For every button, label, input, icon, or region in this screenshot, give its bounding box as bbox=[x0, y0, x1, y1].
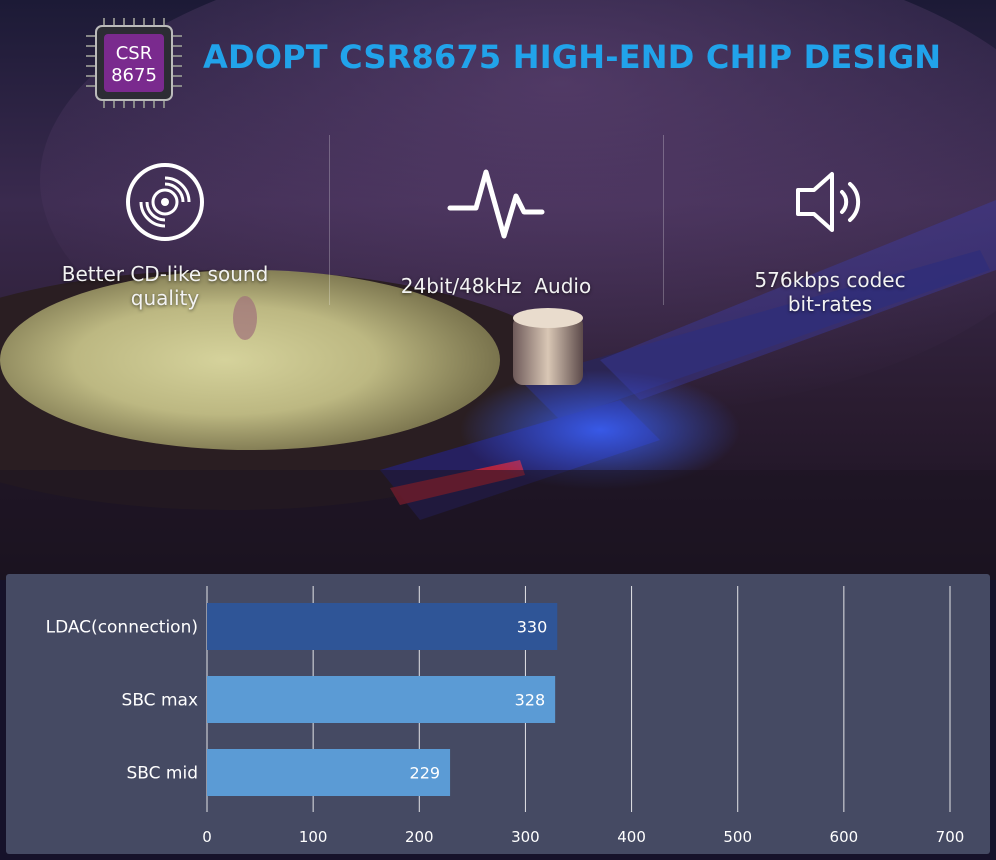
feature-label: bit-rates bbox=[787, 292, 873, 316]
x-tick-label: 100 bbox=[299, 828, 328, 846]
value-label: 229 bbox=[410, 764, 441, 783]
chip-icon: CSR 8675 bbox=[84, 14, 184, 112]
x-tick-label: 300 bbox=[511, 828, 540, 846]
turntable-photo bbox=[0, 0, 996, 580]
cd-icon bbox=[126, 163, 204, 241]
feature-divider bbox=[663, 135, 664, 305]
chip-label-csr: CSR bbox=[116, 43, 153, 64]
category-label: SBC mid bbox=[126, 764, 198, 784]
feature-divider bbox=[329, 135, 330, 305]
bitrate-chart-panel: 0 100 200 300 400 500 600 700 LDAC(connection) 33… bbox=[6, 574, 990, 854]
chip-label-model: 8675 bbox=[111, 65, 157, 86]
bar bbox=[207, 676, 556, 723]
speaker-icon bbox=[796, 172, 861, 232]
header: CSR 8675 ADOPT CSR8675 HIGH-END CHIP DES… bbox=[0, 0, 996, 120]
value-label: 328 bbox=[515, 691, 546, 710]
feature-label: 24bit/48kHz Audio bbox=[400, 274, 592, 298]
turntable-background: CSR 8675 ADOPT CSR8675 HIGH-END CHIP DES… bbox=[0, 0, 996, 580]
bar bbox=[207, 603, 558, 650]
x-tick-label: 600 bbox=[830, 828, 859, 846]
feature-label: quality bbox=[130, 286, 200, 310]
bar bbox=[207, 749, 451, 796]
feature-label: 576kbps codec bbox=[754, 268, 906, 292]
audio-wave-icon bbox=[447, 169, 545, 239]
feature-cd-quality: Better CD-like sound quality bbox=[0, 160, 330, 310]
value-label: 330 bbox=[517, 618, 548, 637]
category-label: SBC max bbox=[122, 691, 198, 711]
x-tick-label: 200 bbox=[405, 828, 434, 846]
page-title: ADOPT CSR8675 HIGH-END CHIP DESIGN bbox=[203, 38, 942, 76]
category-label: LDAC(connection) bbox=[46, 618, 198, 638]
x-tick-label: 500 bbox=[723, 828, 752, 846]
x-tick-label: 700 bbox=[936, 828, 965, 846]
x-tick-label: 0 bbox=[202, 828, 212, 846]
feature-audio-resolution: 24bit/48kHz Audio bbox=[331, 160, 661, 298]
x-tick-label: 400 bbox=[617, 828, 646, 846]
feature-label: Better CD-like sound bbox=[61, 262, 269, 286]
bitrate-bar-chart: 0 100 200 300 400 500 600 700 LDAC(connection) 33… bbox=[46, 586, 965, 846]
feature-codec-bitrate: 576kbps codec bit-rates bbox=[665, 160, 995, 316]
